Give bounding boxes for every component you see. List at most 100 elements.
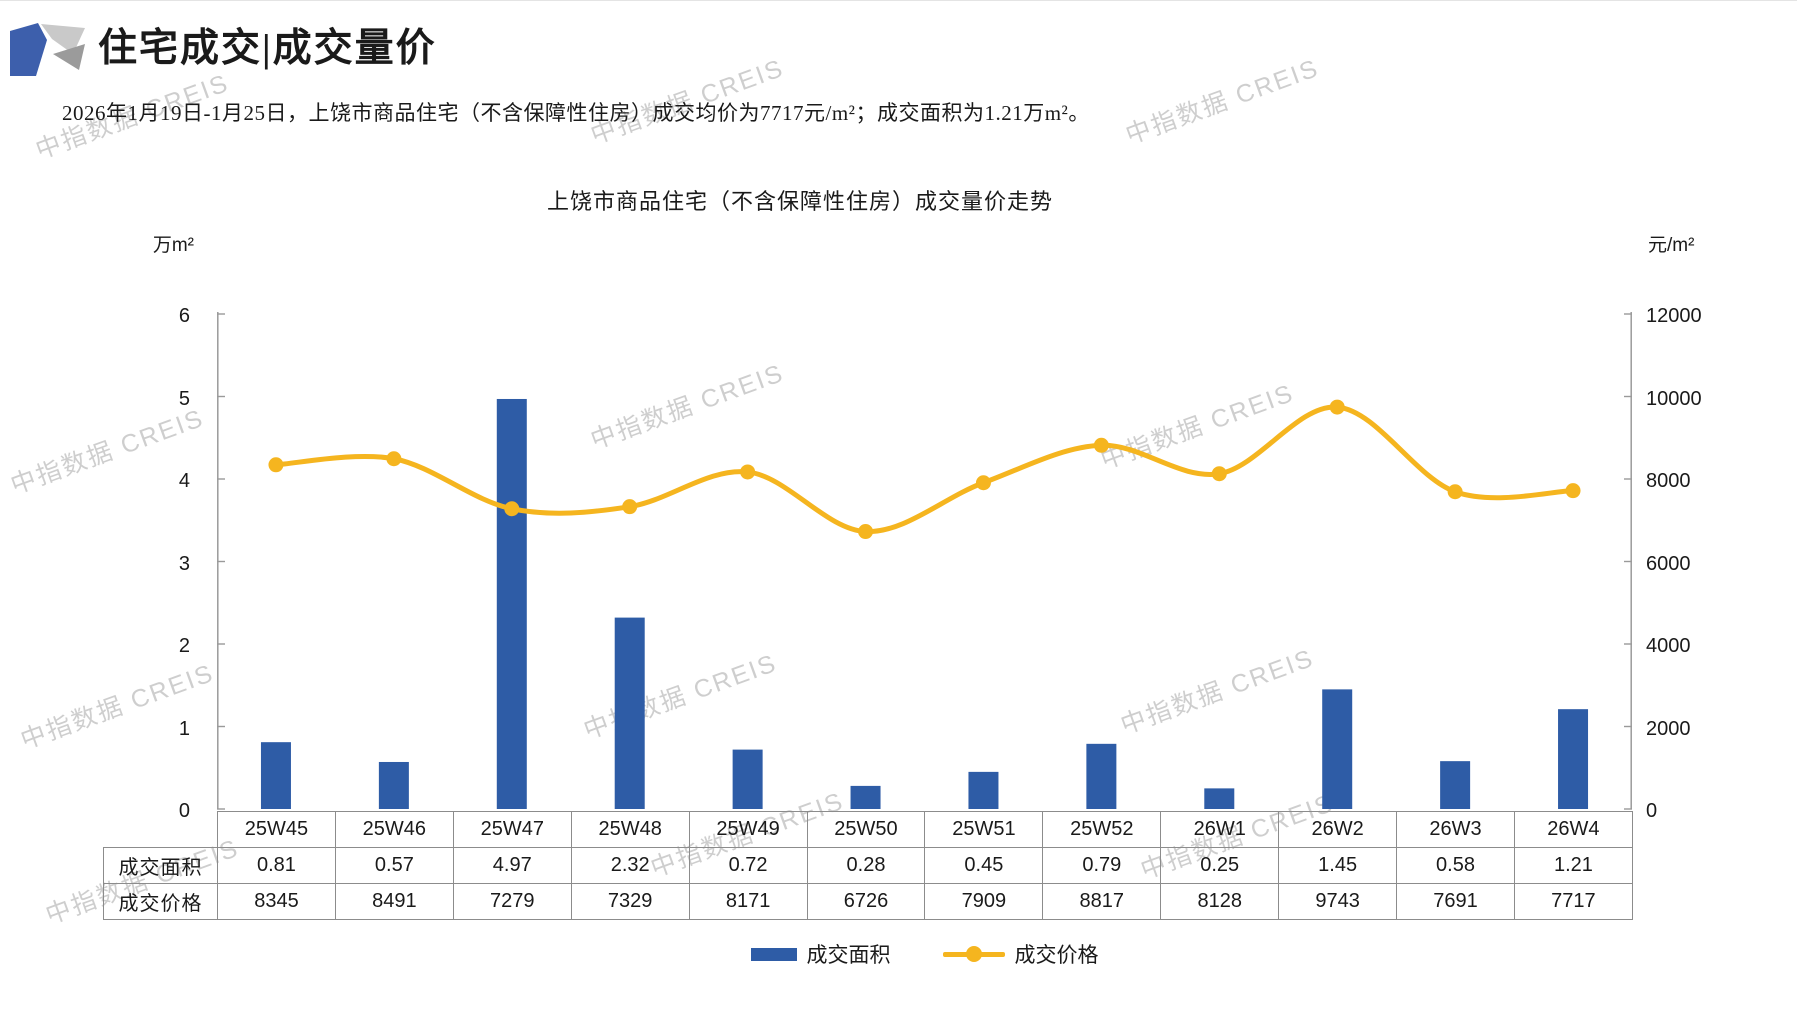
price-marker-25W45	[268, 457, 284, 473]
price-marker-25W46	[386, 451, 402, 467]
bar-25W47	[496, 398, 527, 809]
category-cell: 26W3	[1396, 811, 1515, 848]
category-cell: 25W45	[217, 811, 336, 848]
row-header-area: 成交面积	[103, 847, 218, 884]
page-title: 住宅成交|成交量价	[98, 27, 437, 70]
bar-25W46	[378, 761, 409, 809]
row-header-price: 成交价格	[103, 883, 218, 920]
category-cell: 25W51	[924, 811, 1044, 848]
area-value-cell: 2.32	[570, 847, 690, 884]
category-cell: 25W48	[570, 811, 690, 848]
right-axis-tick-label: 10000	[1646, 387, 1702, 410]
left-axis-unit: 万m²	[152, 235, 194, 256]
bar-25W45	[260, 742, 291, 809]
chart-legend: 成交面积 成交价格	[217, 939, 1632, 969]
left-axis-tick-label: 4	[178, 470, 190, 492]
chart-title: 上饶市商品住宅（不含保障性住房）成交量价走势	[546, 189, 1053, 214]
price-marker-25W47	[504, 501, 520, 517]
price-marker-26W1	[1211, 466, 1227, 482]
right-axis-tick-label: 6000	[1646, 552, 1691, 575]
data-table: 25W45 25W46 25W47 25W48 25W49 25W50 25W51 25W52…	[103, 811, 1633, 920]
price-value-cell: 7279	[452, 883, 572, 920]
bar-25W49	[732, 749, 763, 809]
area-value-cell: 0.45	[924, 847, 1044, 884]
category-cell: 26W1	[1160, 811, 1280, 848]
legend-item-price: 成交价格	[942, 939, 1099, 969]
area-value-cell: 0.28	[806, 847, 926, 884]
price-value-cell: 8128	[1160, 883, 1280, 920]
price-value-cell: 7329	[570, 883, 690, 920]
summary-text: 2026年1月19日-1月25日，上饶市商品住宅（不含保障性住房）成交均价为77…	[62, 101, 1090, 125]
price-value-cell: 6726	[806, 883, 926, 920]
area-value-cell: 0.58	[1396, 847, 1515, 884]
area-value-cell: 4.97	[452, 847, 572, 884]
category-cell: 25W50	[806, 811, 926, 848]
price-value-cell: 8817	[1042, 883, 1162, 920]
price-value-cell: 8171	[688, 883, 808, 920]
price-value-cell: 9743	[1278, 883, 1398, 920]
area-value-cell: 0.72	[688, 847, 808, 884]
price-marker-26W3	[1447, 484, 1463, 500]
bar-25W51	[968, 771, 999, 809]
logo-lightgray-shape	[41, 24, 85, 54]
price-value-cell: 8491	[334, 883, 454, 920]
bar-26W2	[1322, 689, 1353, 809]
left-axis-tick-label: 1	[178, 717, 190, 740]
price-marker-25W52	[1093, 437, 1109, 453]
price-line	[273, 404, 1576, 535]
area-value-cell: 0.57	[334, 847, 454, 884]
right-axis-tick-label: 0	[1646, 800, 1658, 822]
left-axis-tick-label: 0	[178, 800, 190, 822]
category-cell: 26W4	[1513, 811, 1633, 848]
logo-blue-shape	[10, 23, 47, 76]
left-axis-tick-label: 2	[178, 635, 190, 657]
left-axis-tick-label: 5	[178, 387, 190, 410]
price-marker-25W49	[740, 464, 756, 480]
price-marker-25W48	[622, 499, 638, 515]
left-axis-tick-label: 3	[178, 552, 190, 575]
bar-25W50	[850, 785, 881, 809]
creis-brand-logo	[10, 23, 85, 76]
bar-26W3	[1440, 761, 1471, 809]
logo-darkgray-shape	[53, 44, 85, 70]
right-axis-tick-label: 12000	[1646, 305, 1702, 327]
price-marker-26W4	[1565, 483, 1581, 499]
bar-series-swatch-icon	[750, 947, 797, 961]
creis-watermark-text: 中指数据 CREIS	[1122, 53, 1323, 150]
area-value-cell: 0.25	[1160, 847, 1280, 884]
category-cell: 25W49	[688, 811, 808, 848]
bar-26W1	[1204, 788, 1235, 809]
category-cell: 25W46	[334, 811, 454, 848]
bar-26W4	[1558, 709, 1589, 809]
left-axis-tick-label: 6	[178, 305, 190, 327]
area-value-cell: 0.79	[1042, 847, 1162, 884]
right-axis-tick-label: 4000	[1646, 635, 1691, 657]
creis-watermark-text: 中指数据 CREIS	[17, 658, 218, 755]
legend-label-price: 成交价格	[1014, 943, 1099, 967]
table-corner-blank	[104, 812, 218, 848]
combo-chart-plot	[217, 312, 1632, 810]
category-cell: 26W2	[1278, 811, 1398, 848]
price-value-cell: 7691	[1396, 883, 1515, 920]
legend-label-area: 成交面积	[806, 943, 891, 967]
line-series-swatch-icon	[942, 945, 1005, 963]
bar-25W52	[1086, 743, 1117, 809]
line-swatch-marker-icon	[965, 946, 982, 962]
right-axis-tick-label: 2000	[1646, 717, 1691, 740]
category-cell: 25W52	[1042, 811, 1162, 848]
area-value-cell: 1.21	[1513, 847, 1633, 884]
price-marker-26W2	[1329, 399, 1345, 415]
price-marker-25W51	[975, 475, 991, 491]
legend-item-area: 成交面积	[750, 939, 891, 969]
right-axis-tick-label: 8000	[1646, 470, 1691, 492]
bar-25W48	[614, 617, 645, 809]
price-marker-25W50	[858, 524, 874, 540]
price-value-cell: 7717	[1513, 883, 1633, 920]
area-value-cell: 0.81	[217, 847, 336, 884]
area-value-cell: 1.45	[1278, 847, 1398, 884]
price-value-cell: 7909	[924, 883, 1044, 920]
right-axis-unit: 元/m²	[1648, 235, 1695, 256]
category-cell: 25W47	[452, 811, 572, 848]
price-value-cell: 8345	[217, 883, 336, 920]
